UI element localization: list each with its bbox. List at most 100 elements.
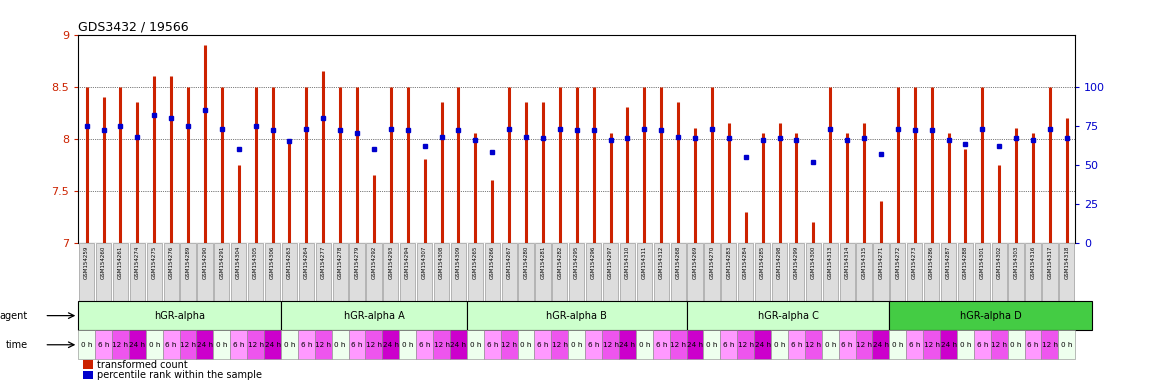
Bar <box>162 330 179 359</box>
Text: GSM154269: GSM154269 <box>692 246 698 279</box>
Text: GSM154297: GSM154297 <box>608 246 613 279</box>
Text: agent: agent <box>0 311 28 321</box>
Text: 6 h: 6 h <box>1027 342 1038 348</box>
Text: 0 h: 0 h <box>825 342 836 348</box>
Bar <box>653 243 669 301</box>
Text: GSM154310: GSM154310 <box>624 246 630 279</box>
Bar <box>704 330 720 359</box>
Text: GSM154289: GSM154289 <box>185 246 191 279</box>
Bar <box>298 330 315 359</box>
Text: GSM154292: GSM154292 <box>371 246 376 279</box>
Text: 6 h: 6 h <box>300 342 312 348</box>
Bar <box>350 243 365 301</box>
Bar <box>940 330 957 359</box>
Text: 12 h: 12 h <box>315 342 331 348</box>
Text: 12 h: 12 h <box>737 342 753 348</box>
Bar <box>620 243 635 301</box>
Bar <box>840 243 854 301</box>
Bar <box>179 330 197 359</box>
Bar <box>214 330 230 359</box>
Text: GSM154308: GSM154308 <box>439 246 444 279</box>
Text: GSM154288: GSM154288 <box>963 246 968 279</box>
Text: 12 h: 12 h <box>181 342 196 348</box>
Bar <box>383 243 398 301</box>
Text: hGR-alpha: hGR-alpha <box>154 311 205 321</box>
Bar <box>1025 330 1042 359</box>
Text: 0 h: 0 h <box>1061 342 1073 348</box>
Bar <box>636 330 653 359</box>
Bar <box>264 330 281 359</box>
Text: 0 h: 0 h <box>892 342 904 348</box>
Bar <box>230 330 247 359</box>
Text: GSM154290: GSM154290 <box>202 246 207 279</box>
Bar <box>484 243 500 301</box>
Text: GSM154286: GSM154286 <box>929 246 934 279</box>
Bar <box>281 330 298 359</box>
Text: 24 h: 24 h <box>129 342 145 348</box>
Bar <box>857 243 872 301</box>
Text: 0 h: 0 h <box>469 342 481 348</box>
Text: GSM154281: GSM154281 <box>540 246 545 279</box>
Text: GSM154305: GSM154305 <box>253 246 258 279</box>
Text: GSM154285: GSM154285 <box>760 246 765 279</box>
Bar <box>112 330 129 359</box>
Text: GSM154259: GSM154259 <box>84 246 90 279</box>
Bar <box>1009 243 1024 301</box>
Text: GSM154304: GSM154304 <box>236 246 242 279</box>
Bar <box>467 301 687 330</box>
Bar <box>838 330 856 359</box>
Text: GSM154300: GSM154300 <box>811 246 815 279</box>
Bar <box>805 330 822 359</box>
Bar <box>399 330 416 359</box>
Text: 12 h: 12 h <box>501 342 518 348</box>
Text: GSM154311: GSM154311 <box>642 246 646 279</box>
Text: GSM154313: GSM154313 <box>828 246 833 279</box>
Bar <box>535 330 551 359</box>
Text: GSM154275: GSM154275 <box>152 246 156 279</box>
Bar <box>568 330 585 359</box>
Bar <box>231 243 246 301</box>
Text: GSM154283: GSM154283 <box>727 246 731 279</box>
Text: GSM154293: GSM154293 <box>389 246 393 279</box>
Bar <box>619 330 636 359</box>
Text: 6 h: 6 h <box>908 342 920 348</box>
Text: 6 h: 6 h <box>98 342 109 348</box>
Bar <box>332 243 347 301</box>
Bar <box>1042 243 1058 301</box>
Bar <box>1026 243 1041 301</box>
Text: hGR-alpha A: hGR-alpha A <box>344 311 405 321</box>
Text: 24 h: 24 h <box>197 342 213 348</box>
Text: GSM154278: GSM154278 <box>338 246 343 279</box>
Bar <box>822 243 838 301</box>
Text: 6 h: 6 h <box>486 342 498 348</box>
Text: 24 h: 24 h <box>754 342 770 348</box>
Text: 12 h: 12 h <box>856 342 872 348</box>
Bar <box>417 243 432 301</box>
Text: GSM154303: GSM154303 <box>1013 246 1019 279</box>
Bar <box>315 330 331 359</box>
Text: 6 h: 6 h <box>842 342 853 348</box>
Text: GSM154309: GSM154309 <box>455 246 461 279</box>
Bar <box>434 243 450 301</box>
Bar <box>83 360 92 369</box>
Text: 0 h: 0 h <box>572 342 582 348</box>
Text: GDS3432 / 19566: GDS3432 / 19566 <box>78 20 189 33</box>
Text: 12 h: 12 h <box>923 342 940 348</box>
Text: 6 h: 6 h <box>791 342 802 348</box>
Bar <box>670 243 685 301</box>
Text: 24 h: 24 h <box>264 342 281 348</box>
Text: transformed count: transformed count <box>97 359 187 369</box>
Text: 12 h: 12 h <box>991 342 1007 348</box>
Text: 0 h: 0 h <box>638 342 650 348</box>
Bar <box>756 243 771 301</box>
Bar <box>551 330 568 359</box>
Text: 0 h: 0 h <box>520 342 531 348</box>
Bar <box>687 330 704 359</box>
Bar <box>1058 330 1075 359</box>
Text: GSM154291: GSM154291 <box>220 246 224 279</box>
Bar <box>721 243 736 301</box>
Bar <box>468 243 483 301</box>
Bar <box>282 243 297 301</box>
Text: GSM154314: GSM154314 <box>844 246 850 279</box>
Bar <box>720 330 737 359</box>
